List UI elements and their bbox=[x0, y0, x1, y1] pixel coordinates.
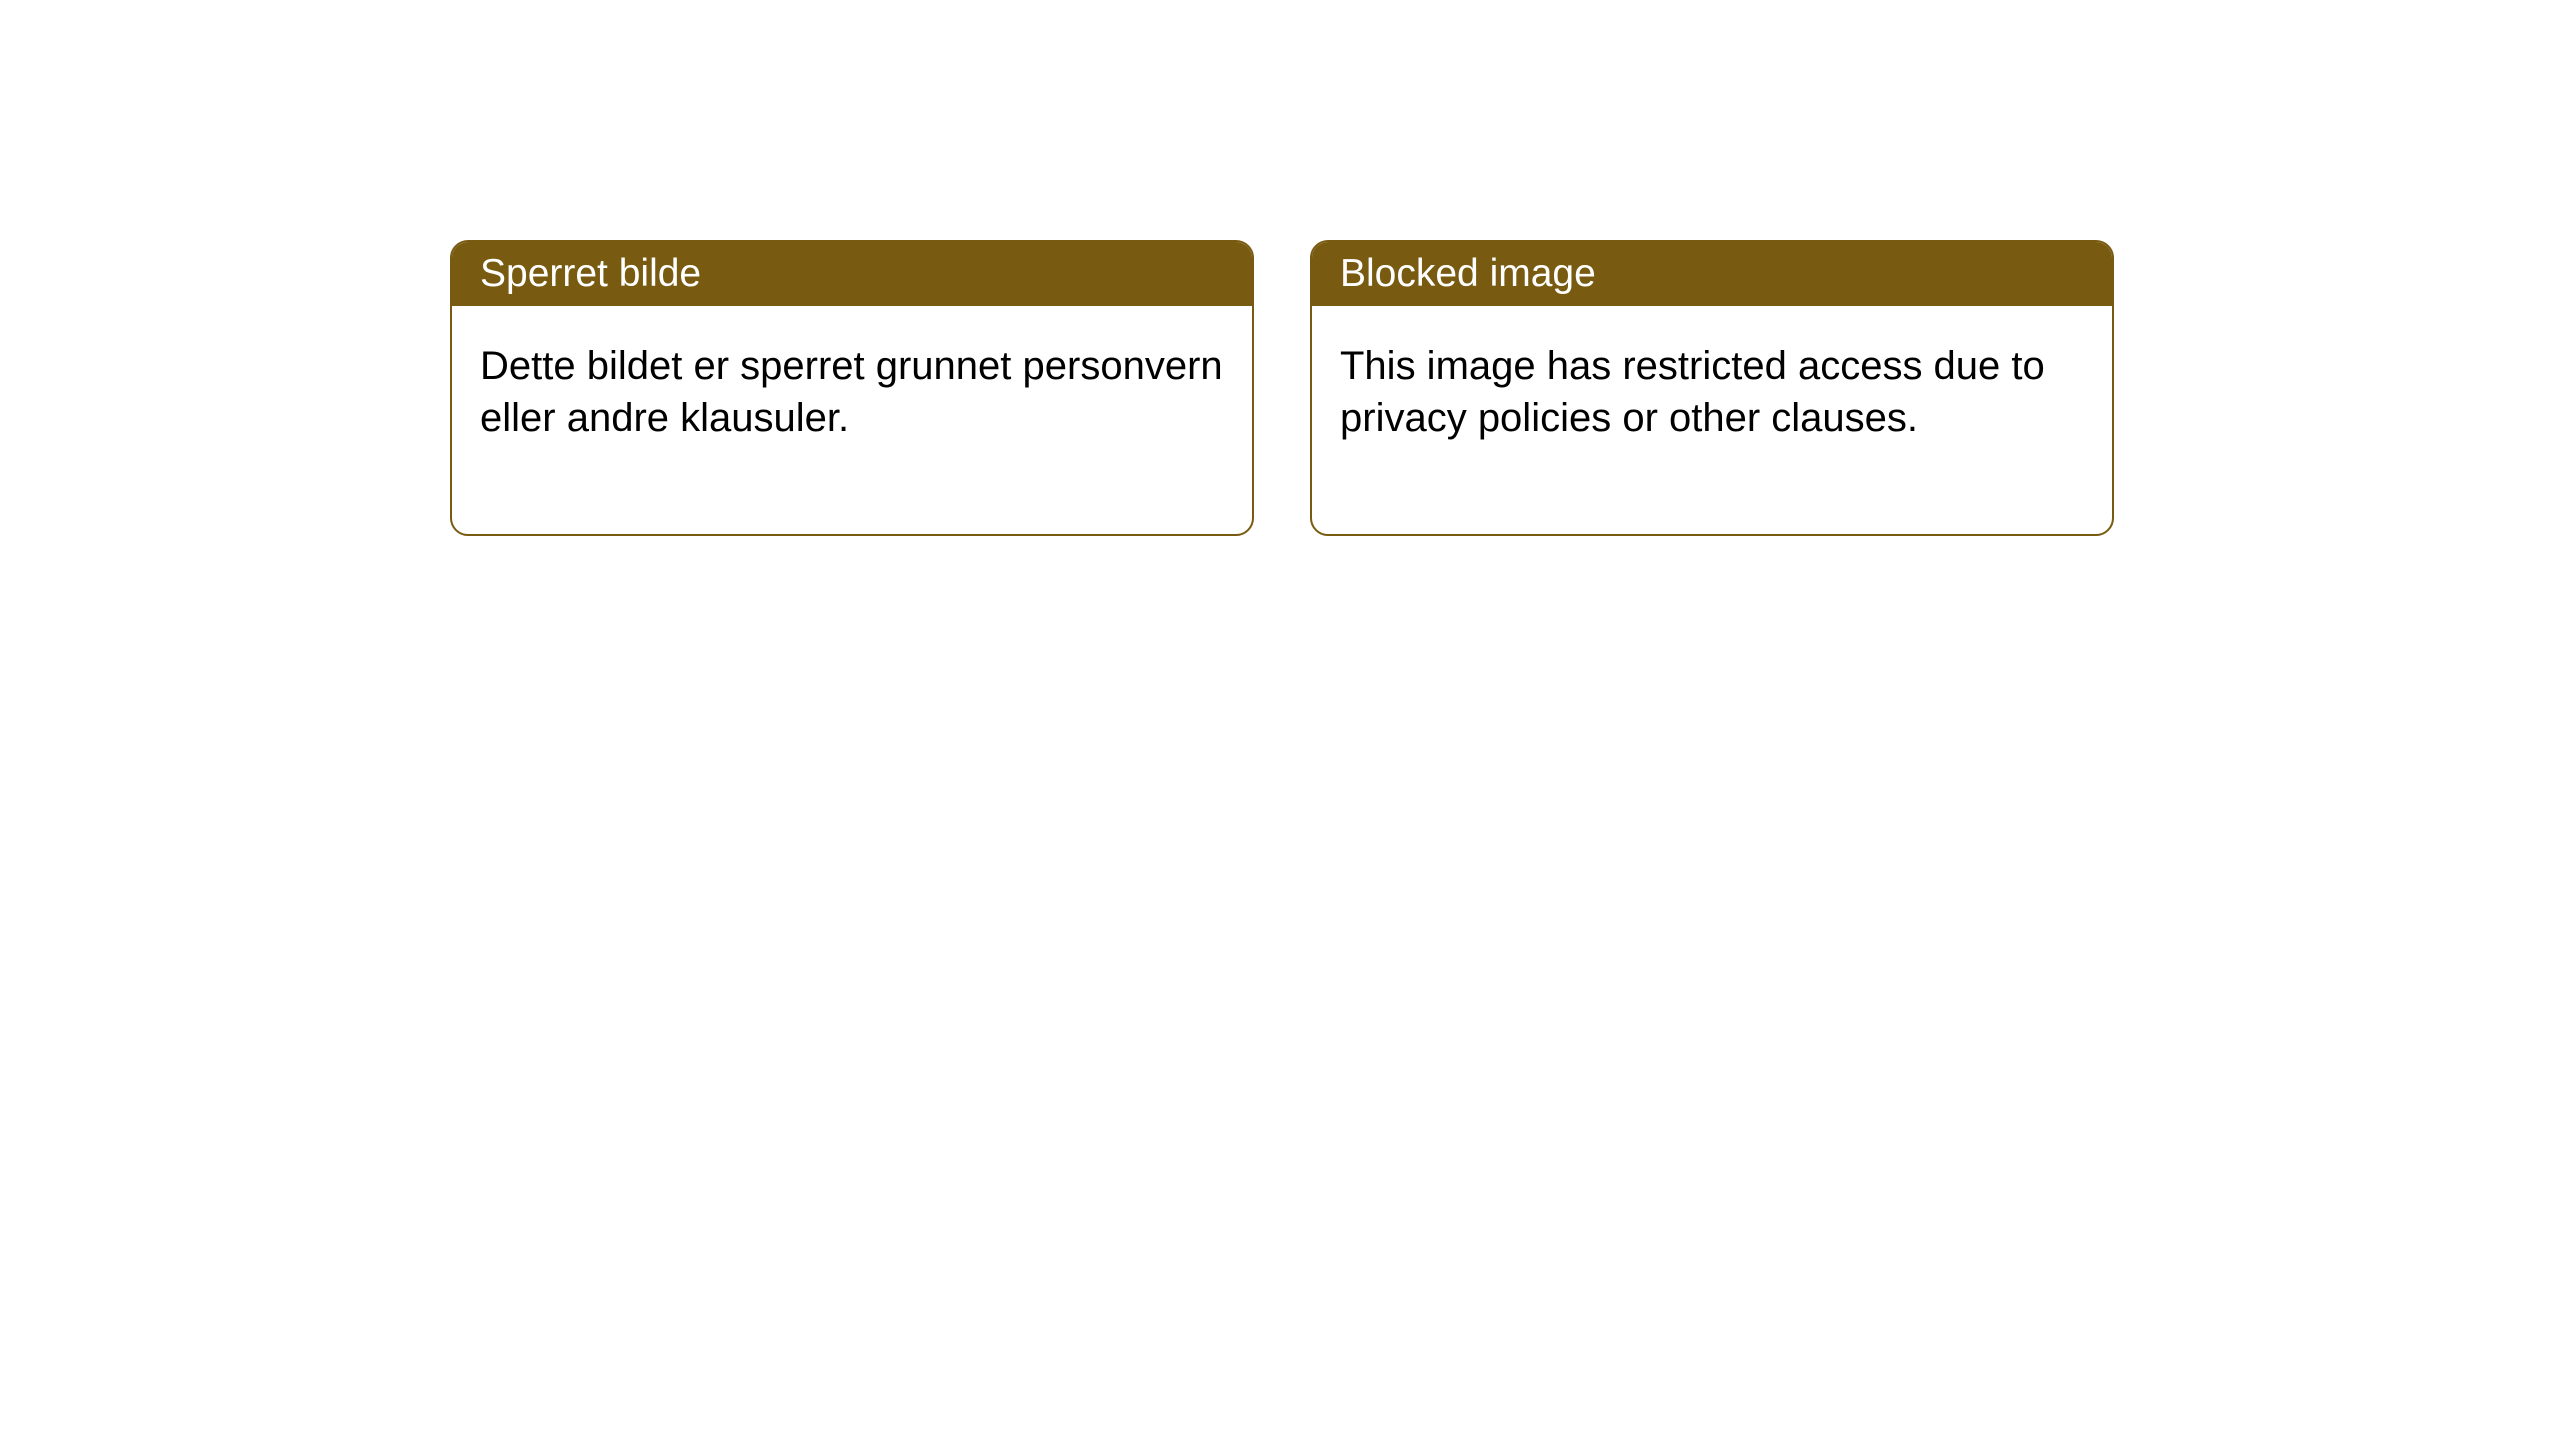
card-body: Dette bildet er sperret grunnet personve… bbox=[452, 306, 1252, 534]
card-header: Sperret bilde bbox=[452, 242, 1252, 306]
notice-card-english: Blocked image This image has restricted … bbox=[1310, 240, 2114, 536]
card-body-text: This image has restricted access due to … bbox=[1340, 344, 2045, 440]
card-title: Sperret bilde bbox=[480, 252, 701, 295]
notice-card-norwegian: Sperret bilde Dette bildet er sperret gr… bbox=[450, 240, 1254, 536]
card-body: This image has restricted access due to … bbox=[1312, 306, 2112, 534]
card-header: Blocked image bbox=[1312, 242, 2112, 306]
notice-container: Sperret bilde Dette bildet er sperret gr… bbox=[450, 240, 2114, 536]
card-body-text: Dette bildet er sperret grunnet personve… bbox=[480, 344, 1223, 440]
card-title: Blocked image bbox=[1340, 252, 1596, 295]
